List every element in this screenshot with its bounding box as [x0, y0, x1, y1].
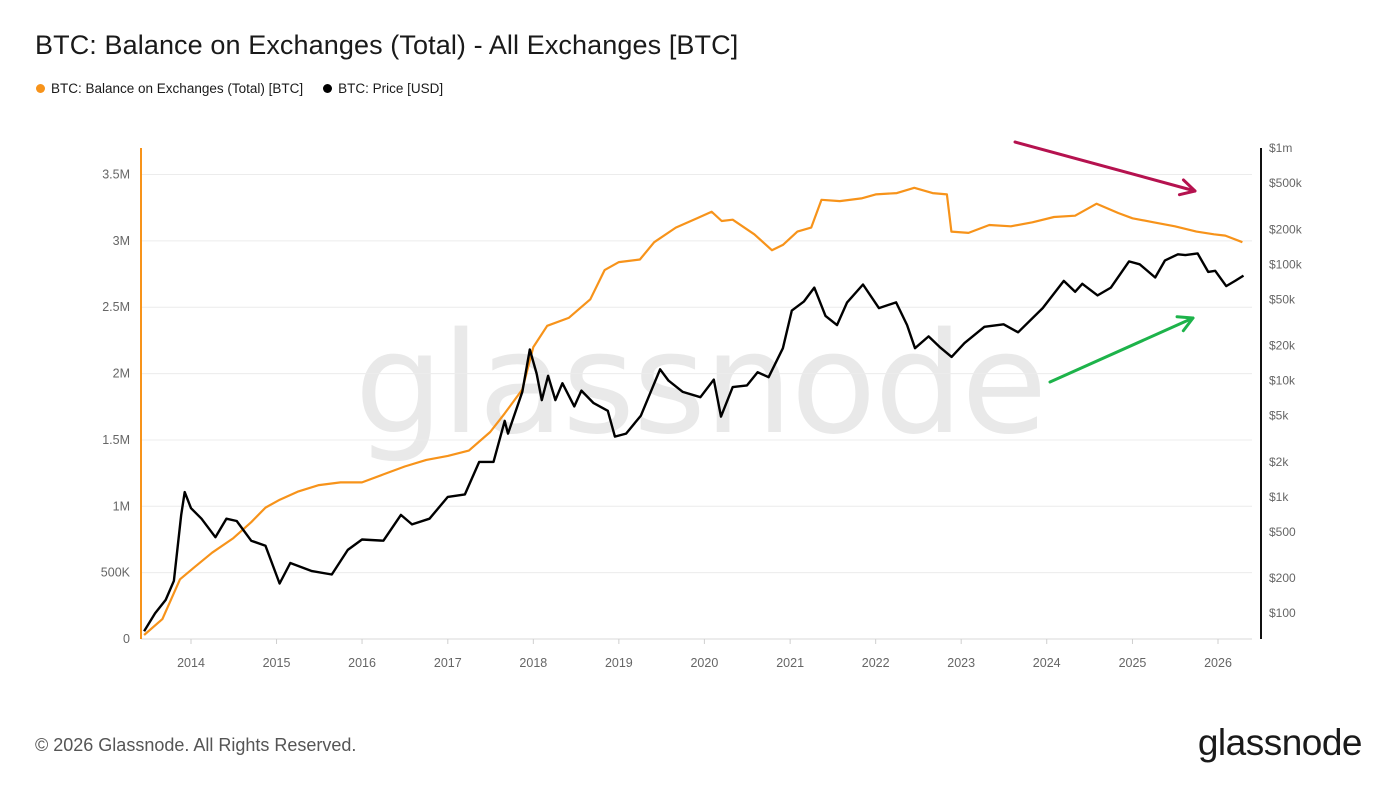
y-left-tick-label: 3.5M: [102, 168, 130, 182]
annotations: [1013, 140, 1197, 384]
series-line-price[interactable]: [143, 252, 1245, 632]
x-tick-label: 2022: [862, 656, 890, 670]
y-right-tick-label: $2k: [1269, 455, 1289, 469]
y-left-tick-label: 500K: [101, 566, 131, 580]
y-left-tick-label: 1.5M: [102, 433, 130, 447]
y-right-tick-label: $100k: [1269, 257, 1303, 271]
copyright-text: © 2026 Glassnode. All Rights Reserved.: [35, 735, 357, 755]
x-tick-label: 2021: [776, 656, 804, 670]
brand-logo[interactable]: glassnode: [1197, 722, 1363, 763]
x-tick-label: 2016: [348, 656, 376, 670]
x-tick-label: 2014: [177, 656, 205, 670]
y-left-tick-label: 2M: [113, 367, 130, 381]
y-right-tick-label: $1m: [1269, 141, 1292, 155]
x-tick-label: 2020: [690, 656, 718, 670]
y-right-tick-label: $50k: [1269, 292, 1296, 306]
annotation-arrow-up: [1048, 315, 1195, 384]
y-left-tick-label: 2.5M: [102, 300, 130, 314]
y-left-tick-label: 0: [123, 632, 130, 646]
y-axis-left: 0 500K 1M 1.5M 2M 2.5M 3M 3.5M: [101, 148, 142, 646]
y-right-tick-label: $100: [1269, 606, 1296, 620]
gridlines: [141, 174, 1252, 640]
x-tick-label: 2018: [519, 656, 547, 670]
x-tick-label: 2019: [605, 656, 633, 670]
x-axis: 2014 2015 2016 2017 2018 2019 2020 2021 2022 2023…: [177, 639, 1232, 670]
x-tick-label: 2025: [1119, 656, 1147, 670]
chart-title: BTC: Balance on Exchanges (Total) - All …: [35, 30, 739, 60]
y-left-tick-label: 1M: [113, 499, 130, 513]
y-right-tick-label: $200: [1269, 571, 1296, 585]
y-right-tick-label: $10k: [1269, 374, 1296, 388]
legend-item-price[interactable]: BTC: Price [USD]: [323, 81, 443, 96]
y-right-tick-label: $1k: [1269, 490, 1289, 504]
y-right-tick-label: $500k: [1269, 176, 1303, 190]
x-tick-label: 2015: [263, 656, 291, 670]
y-axis-right: $100 $200 $500 $1k $2k $5k $10k $20k $50k $100k $2…: [1260, 141, 1303, 639]
y-right-tick-label: $20k: [1269, 339, 1296, 353]
watermark: glassnode: [355, 303, 1046, 466]
y-right-tick-label: $5k: [1269, 409, 1289, 423]
legend-label-price: BTC: Price [USD]: [338, 81, 444, 96]
x-tick-label: 2026: [1204, 656, 1232, 670]
y-right-tick-label: $200k: [1269, 222, 1303, 236]
y-left-tick-label: 3M: [113, 234, 130, 248]
y-right-tick-label: $500: [1269, 525, 1296, 539]
legend-label-balance: BTC: Balance on Exchanges (Total) [BTC]: [51, 81, 304, 96]
legend-dot-price-icon: [323, 84, 333, 93]
x-tick-label: 2024: [1033, 656, 1061, 670]
x-tick-label: 2017: [434, 656, 462, 670]
series-line-balance[interactable]: [143, 186, 1243, 636]
annotation-arrow-down: [1013, 140, 1197, 197]
legend-item-balance[interactable]: BTC: Balance on Exchanges (Total) [BTC]: [36, 81, 303, 96]
series-lines: [143, 186, 1245, 636]
legend-dot-balance-icon: [36, 84, 45, 93]
x-tick-label: 2023: [947, 656, 975, 670]
legend: BTC: Balance on Exchanges (Total) [BTC] …: [36, 81, 443, 96]
